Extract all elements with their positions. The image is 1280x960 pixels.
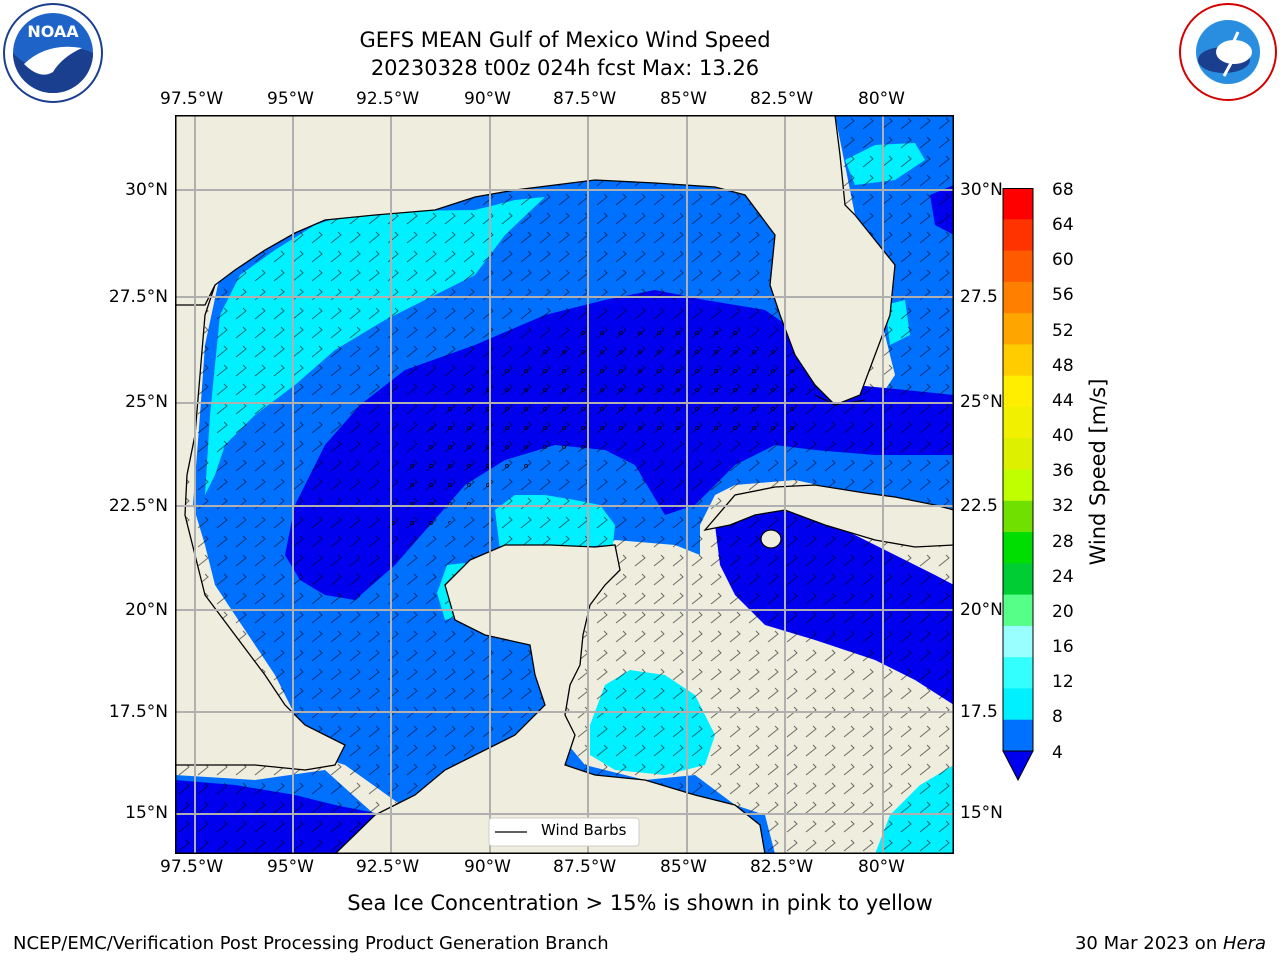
colorbar-tick: 4 xyxy=(1052,743,1063,763)
lat-tick-left: 15°N xyxy=(125,803,168,823)
lon-tick-top: 87.5°W xyxy=(553,89,617,109)
lon-tick-bottom: 97.5°W xyxy=(160,857,224,877)
map-frame xyxy=(175,115,954,854)
colorbar-tick: 16 xyxy=(1052,637,1074,657)
colorbar-segment xyxy=(1003,625,1033,658)
lon-tick-top: 80°W xyxy=(858,89,905,109)
footer-date: 30 Mar 2023 on xyxy=(1074,933,1223,954)
colorbar-segment xyxy=(1003,688,1033,721)
cuba-land xyxy=(703,484,954,548)
colorbar-segment xyxy=(1003,657,1033,689)
colorbar-tick: 68 xyxy=(1052,180,1074,200)
colorbar-segment xyxy=(1003,500,1033,533)
colorbar-tick: 60 xyxy=(1052,250,1074,270)
lat-tick-left: 27.5°N xyxy=(108,287,168,307)
lat-tick-right: 17.5 xyxy=(960,702,998,722)
colorbar-segment xyxy=(1003,532,1033,564)
lon-tick-bottom: 92.5°W xyxy=(356,857,420,877)
lat-tick-right: 22.5 xyxy=(960,496,998,516)
lon-tick-bottom: 82.5°W xyxy=(750,857,814,877)
footer-right: 30 Mar 2023 on Hera xyxy=(1075,933,1266,954)
footer-left: NCEP/EMC/Verification Post Processing Pr… xyxy=(13,933,609,954)
colorbar-segment xyxy=(1003,313,1033,345)
calm-markers xyxy=(375,325,815,535)
lat-tick-right: 25°N xyxy=(960,392,1003,412)
colorbar-segment xyxy=(1003,250,1033,283)
colorbar-tick: 32 xyxy=(1052,496,1074,516)
map-panel: Wind Barbs xyxy=(175,115,954,854)
colorbar-svg xyxy=(1002,188,1034,782)
colorbar-segment xyxy=(1003,219,1033,252)
lat-tick-right: 27.5 xyxy=(960,287,998,307)
colorbar-tick: 48 xyxy=(1052,356,1074,376)
colorbar-outline xyxy=(1002,188,1034,752)
colorbar-ticks: 68 64 60 56 52 48 44 40 36 32 28 24 20 1… xyxy=(1052,180,1112,763)
lat-tick-left: 20°N xyxy=(125,600,168,620)
colorbar-tick: 20 xyxy=(1052,602,1074,622)
colorbar-segment xyxy=(1003,438,1033,470)
colorbar-segment xyxy=(1003,563,1033,596)
lon-tick-bottom: 90°W xyxy=(464,857,511,877)
colorbar-segment xyxy=(1003,344,1033,377)
sea-ice-note: Sea Ice Concentration > 15% is shown in … xyxy=(347,891,933,915)
colorbar-label: Wind Speed [m/s] xyxy=(1086,378,1110,566)
lon-tick-top: 82.5°W xyxy=(750,89,814,109)
colorbar-tick: 64 xyxy=(1052,215,1074,235)
colorbar-tick: 12 xyxy=(1052,672,1074,692)
colorbar-segment xyxy=(1003,281,1033,314)
lat-tick-left: 17.5°N xyxy=(108,702,168,722)
colorbar-segment xyxy=(1003,594,1033,627)
colorbar-segment xyxy=(1003,406,1033,439)
colorbar-segment xyxy=(1003,719,1033,752)
lon-tick-top: 90°W xyxy=(464,89,511,109)
lon-tick-top: 97.5°W xyxy=(160,89,224,109)
colorbar-extend xyxy=(1002,750,1034,782)
lon-tick-bottom: 87.5°W xyxy=(553,857,617,877)
gridlines xyxy=(175,115,954,854)
isle-of-youth xyxy=(760,529,782,549)
lat-tick-left: 30°N xyxy=(125,180,168,200)
lat-tick-right: 30°N xyxy=(960,180,1003,200)
footer-host: Hera xyxy=(1222,933,1266,954)
title-line-1: GEFS MEAN Gulf of Mexico Wind Speed xyxy=(359,28,771,52)
yucatan-land xyxy=(334,544,766,854)
lat-tick-left: 25°N xyxy=(125,392,168,412)
colorbar-segment xyxy=(1003,469,1033,502)
colorbar-tick: 56 xyxy=(1052,285,1074,305)
colorbar-segment xyxy=(1003,375,1033,408)
lat-tick-left: 22.5°N xyxy=(108,496,168,516)
lat-tick-right: 20°N xyxy=(960,600,1003,620)
colorbar-tick: 44 xyxy=(1052,391,1074,411)
lat-tick-right: 15°N xyxy=(960,803,1003,823)
lon-tick-bottom: 95°W xyxy=(267,857,314,877)
colorbar-tick: 52 xyxy=(1052,321,1074,341)
legend-label: Wind Barbs xyxy=(541,821,627,839)
colorbar-tick: 40 xyxy=(1052,426,1074,446)
colorbar xyxy=(1002,188,1034,782)
title-line-2: 20230328 t00z 024h fcst Max: 13.26 xyxy=(370,56,760,80)
lon-tick-bottom: 80°W xyxy=(858,857,905,877)
lon-tick-top: 85°W xyxy=(660,89,707,109)
colorbar-tick: 36 xyxy=(1052,461,1074,481)
lon-tick-top: 92.5°W xyxy=(356,89,420,109)
colorbar-tick: 8 xyxy=(1052,707,1063,727)
noaa-logo: NOAA xyxy=(2,2,104,104)
noaa-logo-text: NOAA xyxy=(27,22,79,41)
wind-barbs-legend xyxy=(488,817,640,847)
colorbar-tick: 24 xyxy=(1052,567,1074,587)
nws-logo xyxy=(1178,2,1278,102)
colorbar-segment xyxy=(1003,188,1033,220)
colorbar-tick: 28 xyxy=(1052,532,1074,552)
lon-tick-top: 95°W xyxy=(267,89,314,109)
wind-speed-map xyxy=(175,115,954,854)
lon-tick-bottom: 85°W xyxy=(660,857,707,877)
florida-keys xyxy=(814,394,866,406)
